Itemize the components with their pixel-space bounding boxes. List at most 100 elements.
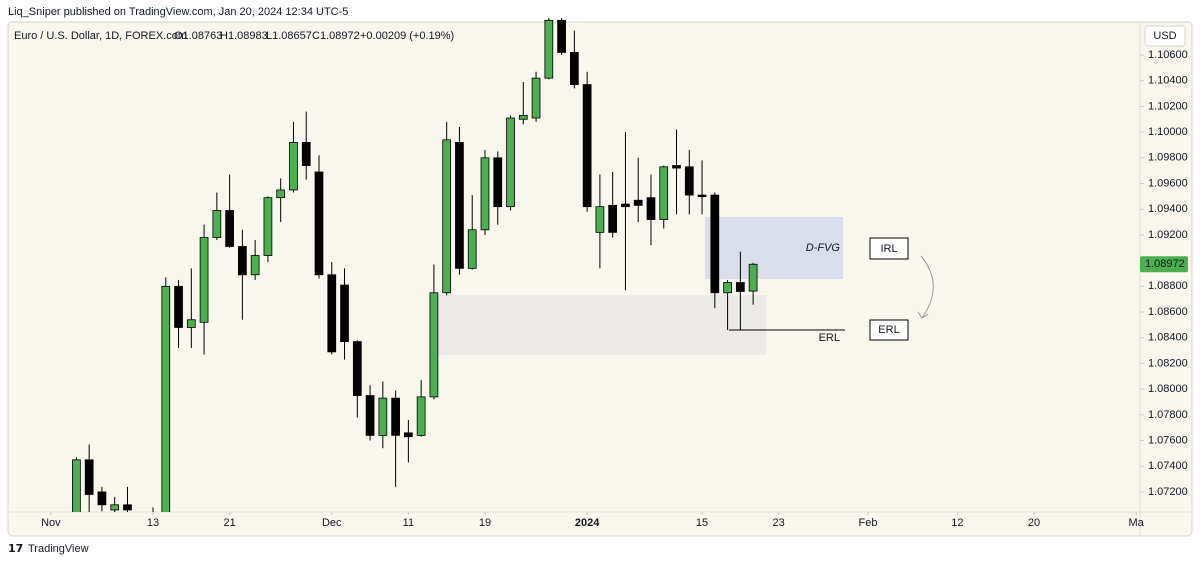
y-tick-label: 1.10200 (1148, 100, 1188, 112)
candle-body (672, 165, 681, 169)
arrow-head (917, 311, 929, 319)
y-tick-label: 1.07200 (1148, 486, 1188, 498)
candles (72, 18, 758, 512)
y-tick-label: 1.08600 (1148, 306, 1188, 318)
candle-body (174, 285, 183, 328)
x-tick-label: Ma (1129, 517, 1145, 529)
symbol: Euro / U.S. Dollar, 1D, FOREX.com (14, 30, 187, 42)
candle-body (225, 210, 234, 247)
change: +0.00209 (+0.19%) (360, 30, 454, 42)
footer: TradingView (28, 543, 89, 555)
y-tick-label: 1.10000 (1148, 126, 1188, 138)
candle-body (531, 77, 541, 119)
candle-body (659, 166, 669, 220)
x-tick-label: 19 (479, 517, 491, 529)
x-tick-label: 13 (147, 517, 159, 529)
erl-box (869, 319, 909, 341)
candle-body (301, 141, 311, 166)
candle-body (646, 197, 656, 220)
candle-body (212, 210, 222, 238)
candle-body (518, 115, 528, 120)
candle-body (199, 237, 209, 323)
candle-body (404, 432, 413, 438)
candle-body (480, 157, 490, 231)
candle-body (97, 491, 107, 506)
y-tick-label: 1.07600 (1148, 434, 1188, 446)
candle-body (697, 194, 707, 197)
fvg-label: D-FVG (806, 242, 841, 254)
candle-body (493, 157, 503, 208)
candle-body (314, 171, 324, 276)
candle-body (735, 282, 745, 292)
y-tick-label: 1.10400 (1148, 75, 1188, 87)
x-tick-label: Feb (859, 517, 878, 529)
irl-box (869, 237, 909, 260)
y-tick-label: 1.07400 (1148, 460, 1188, 472)
erl-box-label: ERL (878, 324, 899, 336)
candle-body (633, 199, 643, 206)
axes: 1.07200 1.07400 1.07600 1.07800 1.08000 1.082… (41, 49, 1188, 529)
candle-body (455, 141, 464, 269)
candle-body (72, 459, 81, 512)
chart-frame (7, 21, 1193, 537)
x-tick-label: 23 (773, 517, 785, 529)
erl-zone (432, 295, 766, 355)
y-tick-label: 1.09400 (1148, 203, 1188, 215)
candle-body (352, 341, 362, 396)
candle-body (582, 84, 592, 208)
candle-body (250, 255, 260, 276)
x-tick-label: 12 (951, 517, 963, 529)
last-price-tag (1140, 256, 1188, 273)
y-tick-label: 1.07800 (1148, 409, 1188, 421)
candle-body (263, 197, 273, 256)
x-tick-label: 2024 (575, 517, 600, 529)
y-tick-label: 1.10600 (1148, 49, 1188, 61)
header: Liq_Sniper published on TradingView.com,… (8, 6, 348, 18)
currency[interactable]: USD (1153, 30, 1176, 42)
ohlc-close: C1.08972 (312, 30, 360, 42)
candle-body (557, 19, 566, 53)
y-tick-label: 1.08000 (1148, 383, 1188, 395)
candle-body (416, 396, 426, 436)
arrow (920, 255, 934, 319)
x-tick-label: 20 (1028, 517, 1040, 529)
x-tick-label: Dec (322, 517, 342, 529)
candle-body (748, 263, 758, 292)
candle-body (684, 166, 694, 196)
y-tick-label: 1.08400 (1148, 332, 1188, 344)
x-tick-label: Nov (41, 517, 61, 529)
candle-body (238, 246, 247, 276)
candle-body (378, 397, 388, 436)
candle-body (429, 292, 439, 398)
candle-body (276, 189, 286, 199)
fvg-zone (705, 217, 843, 279)
candle-body (110, 504, 120, 511)
candle-body (365, 395, 375, 436)
x-tick-label: 21 (223, 517, 235, 529)
footer-logo: 𝟭𝟳 (8, 543, 23, 555)
candle-body (161, 285, 171, 512)
erl-line-label: ERL (819, 332, 840, 344)
y-tick-label: 1.09600 (1148, 177, 1188, 189)
x-tick-label: 11 (403, 517, 414, 529)
candle-body (186, 319, 196, 328)
candle-body (467, 229, 477, 269)
ohlc-open: O1.08763 (174, 30, 222, 42)
y-tick-label: 1.09800 (1148, 152, 1188, 164)
candle-body (595, 206, 605, 233)
ohlc-high: H1.08983 (220, 30, 268, 42)
candle-body (340, 284, 349, 342)
candle-body (506, 117, 515, 208)
x-tick-label: 15 (696, 517, 708, 529)
candle-body (327, 274, 337, 353)
candle-body (544, 19, 554, 79)
ohlc-low: L1.08657 (266, 30, 312, 42)
candle-body (710, 194, 720, 294)
candle-body (84, 459, 94, 495)
candle-body (723, 282, 732, 294)
zones (432, 217, 843, 355)
currency-box[interactable] (1144, 25, 1186, 47)
candle-body (442, 139, 452, 294)
